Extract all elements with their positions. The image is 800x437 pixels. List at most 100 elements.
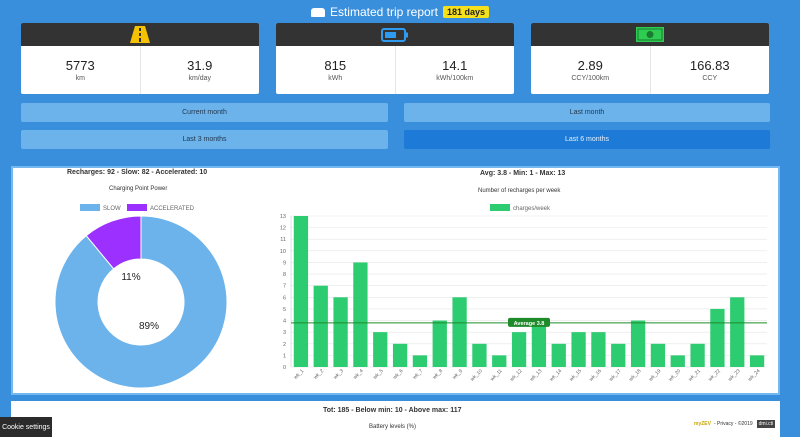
- x-tick-label: wk_20: [668, 368, 683, 383]
- x-tick-label: wk_18: [628, 368, 643, 383]
- report-title: Estimated trip report: [329, 5, 438, 19]
- battery-icon: [381, 27, 408, 42]
- consumption-unit: kWh/100km: [436, 75, 474, 82]
- days-badge: 181 days: [443, 6, 490, 18]
- x-tick-label: wk_9: [451, 368, 464, 381]
- y-tick-label: 2: [283, 342, 286, 348]
- current-month-button[interactable]: Current month: [21, 103, 388, 122]
- x-tick-label: wk_10: [469, 368, 484, 383]
- bar-wk_19[interactable]: [650, 343, 666, 367]
- x-tick-label: wk_22: [707, 368, 722, 383]
- energy-value: 815: [324, 58, 347, 73]
- cookie-settings-button[interactable]: Cookie settings: [0, 417, 52, 437]
- footer-links[interactable]: - Privacy - ©2019: [713, 421, 753, 427]
- battery-summary: Tot: 185 - Below min: 10 - Above max: 11…: [323, 407, 462, 414]
- bar-wk_14[interactable]: [551, 343, 566, 367]
- last-6-months-button[interactable]: Last 6 months: [404, 130, 770, 149]
- bar-wk_15[interactable]: [571, 332, 586, 367]
- x-tick-label: wk_8: [432, 368, 445, 381]
- road-icon: [130, 26, 150, 43]
- energy-unit: kWh: [328, 75, 343, 82]
- total-cost-unit: CCY: [702, 75, 718, 82]
- y-tick-label: 13: [280, 214, 286, 220]
- last-3-months-button[interactable]: Last 3 months: [21, 130, 388, 149]
- pie-label-accelerated: 11%: [121, 272, 140, 283]
- consumption-value: 14.1: [442, 58, 468, 73]
- bar-wk_5[interactable]: [373, 332, 388, 367]
- x-tick-label: wk_23: [727, 368, 742, 383]
- donut-chart: [54, 215, 228, 389]
- daily-distance-unit: km/day: [188, 75, 212, 82]
- total-cost-value: 166.83: [689, 58, 730, 73]
- bar-wk_4[interactable]: [353, 262, 368, 367]
- bar-wk_8[interactable]: [432, 320, 447, 367]
- x-tick-label: wk_5: [372, 368, 385, 381]
- pie-label-slow: 89%: [139, 321, 159, 332]
- pie-slice-slow[interactable]: [54, 215, 228, 389]
- legend-label-accelerated: ACCELERATED: [150, 206, 195, 212]
- cost-per-100km-value: 2.89: [577, 58, 603, 73]
- legend-swatch-slow[interactable]: [80, 204, 100, 211]
- y-tick-label: 10: [280, 249, 286, 255]
- energy-card: 815 kWh 14.1 kWh/100km: [276, 23, 514, 94]
- x-tick-label: wk_2: [313, 368, 326, 381]
- x-tick-label: wk_4: [352, 368, 365, 381]
- y-tick-label: 12: [280, 226, 286, 232]
- footer-logo: dmi.cti: [756, 420, 776, 428]
- average-label-box: [508, 317, 550, 327]
- y-tick-label: 8: [283, 272, 286, 278]
- recharges-summary: Recharges: 92 - Slow: 82 - Accelerated: …: [67, 169, 208, 176]
- legend-label-charges: charges/week: [513, 206, 551, 212]
- x-tick-label: wk_19: [648, 368, 663, 383]
- bar-wk_20[interactable]: [670, 355, 685, 367]
- bar-wk_3[interactable]: [333, 297, 348, 367]
- last-month-button[interactable]: Last month: [404, 103, 770, 122]
- y-tick-label: 5: [283, 307, 286, 313]
- x-tick-label: wk_24: [747, 368, 762, 383]
- y-tick-label: 3: [283, 330, 286, 336]
- bar-wk_7[interactable]: [412, 355, 428, 367]
- x-tick-label: wk_3: [332, 368, 345, 381]
- bar-wk_21[interactable]: [690, 343, 705, 367]
- legend-label-slow: SLOW: [103, 206, 121, 212]
- y-tick-label: 6: [283, 295, 286, 301]
- bar-wk_24[interactable]: [749, 355, 765, 367]
- x-tick-label: wk_13: [529, 368, 544, 383]
- daily-distance-value: 31.9: [187, 58, 213, 73]
- bar-wk_6[interactable]: [392, 343, 408, 367]
- x-tick-label: wk_7: [412, 368, 425, 381]
- legend-swatch-charges[interactable]: [490, 204, 510, 211]
- bar-wk_9[interactable]: [452, 297, 467, 367]
- x-tick-label: wk_6: [392, 368, 405, 381]
- legend-swatch-accelerated[interactable]: [127, 204, 147, 211]
- bar-wk_23[interactable]: [730, 297, 745, 367]
- bar-wk_12[interactable]: [511, 332, 527, 367]
- average-label: Average 3.8: [514, 321, 545, 327]
- x-tick-label: wk_11: [489, 368, 503, 382]
- x-tick-label: wk_15: [569, 368, 584, 383]
- y-tick-label: 7: [283, 284, 286, 290]
- bar-summary: Avg: 3.8 - Min: 1 - Max: 13: [480, 170, 565, 177]
- bar-wk_2[interactable]: [313, 285, 328, 367]
- bar-wk_11[interactable]: [492, 355, 507, 367]
- bar-wk_18[interactable]: [630, 320, 646, 367]
- bar-wk_13[interactable]: [531, 320, 547, 367]
- bar-wk_1[interactable]: [293, 216, 309, 367]
- bar-wk_16[interactable]: [591, 332, 606, 367]
- bar-wk_17[interactable]: [611, 343, 626, 367]
- pie-chart-title: Charging Point Power: [109, 186, 168, 192]
- x-tick-label: wk_12: [509, 368, 524, 383]
- y-tick-label: 1: [283, 353, 286, 359]
- x-tick-label: wk_1: [293, 368, 306, 381]
- x-tick-label: wk_17: [608, 368, 623, 383]
- car-icon: [310, 7, 325, 17]
- distance-value: 5773: [65, 58, 95, 73]
- battery-chart-title: Battery levels (%): [369, 424, 417, 430]
- bar-wk_10[interactable]: [472, 343, 487, 367]
- footer-brand[interactable]: myZEV: [694, 421, 711, 427]
- bar-wk_22[interactable]: [710, 308, 725, 367]
- y-tick-label: 9: [283, 260, 286, 266]
- y-tick-label: 4: [283, 319, 286, 325]
